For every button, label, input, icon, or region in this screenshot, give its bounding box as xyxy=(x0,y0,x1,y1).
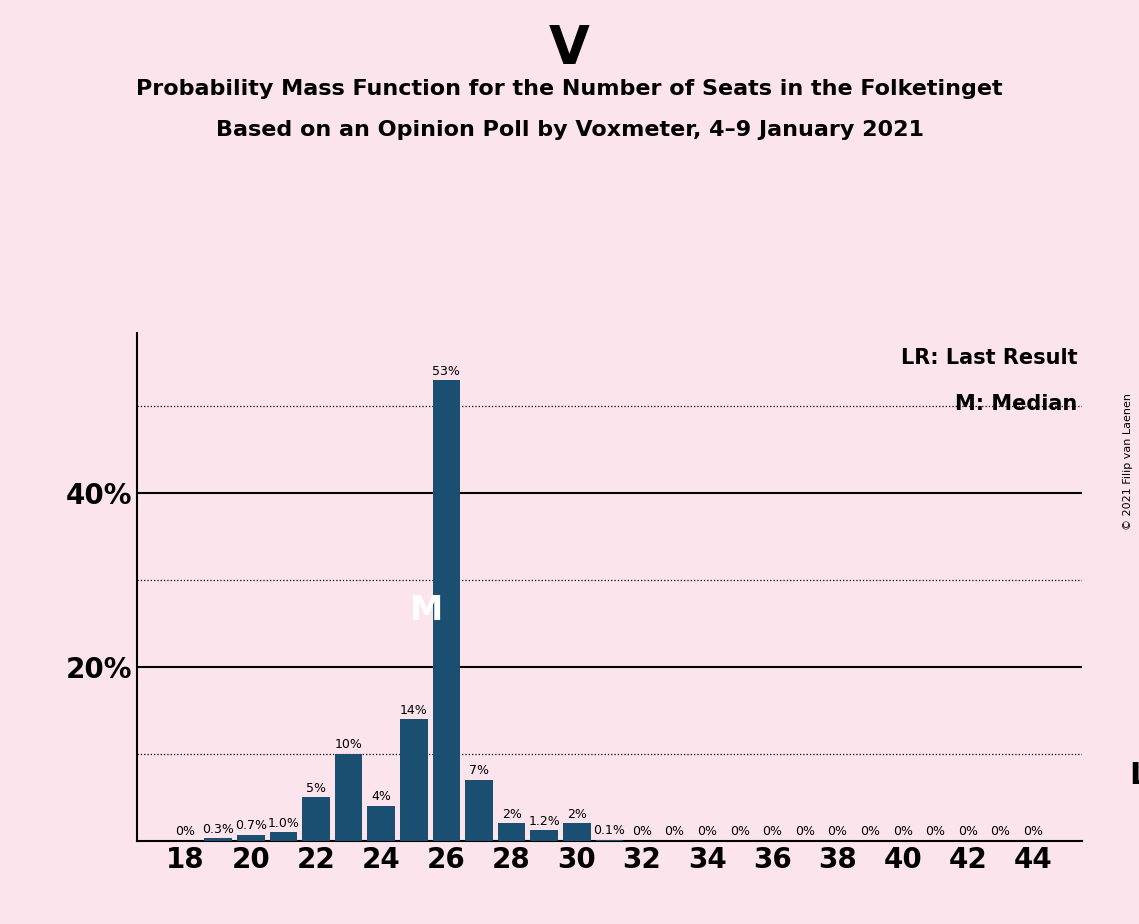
Bar xyxy=(498,823,525,841)
Bar xyxy=(237,834,264,841)
Bar xyxy=(465,780,493,841)
Text: 53%: 53% xyxy=(433,365,460,378)
Text: 0%: 0% xyxy=(697,825,718,838)
Bar xyxy=(302,797,330,841)
Text: 0%: 0% xyxy=(893,825,912,838)
Bar xyxy=(367,806,395,841)
Text: 0%: 0% xyxy=(175,825,196,838)
Text: 1.0%: 1.0% xyxy=(268,817,300,830)
Bar xyxy=(563,823,591,841)
Bar xyxy=(433,381,460,841)
Text: LR: LR xyxy=(1129,761,1139,790)
Text: LR: Last Result: LR: Last Result xyxy=(901,347,1077,368)
Text: M: Median: M: Median xyxy=(956,394,1077,414)
Text: 0%: 0% xyxy=(958,825,978,838)
Text: 0%: 0% xyxy=(925,825,945,838)
Bar xyxy=(400,719,427,841)
Text: 0.3%: 0.3% xyxy=(203,822,235,835)
Text: 5%: 5% xyxy=(306,782,326,795)
Text: V: V xyxy=(549,23,590,75)
Text: 0%: 0% xyxy=(991,825,1010,838)
Text: 0%: 0% xyxy=(632,825,652,838)
Text: 4%: 4% xyxy=(371,791,391,804)
Text: 2%: 2% xyxy=(567,808,587,821)
Text: 1.2%: 1.2% xyxy=(528,815,560,828)
Text: 0%: 0% xyxy=(1023,825,1043,838)
Text: 2%: 2% xyxy=(501,808,522,821)
Bar xyxy=(270,833,297,841)
Text: © 2021 Filip van Laenen: © 2021 Filip van Laenen xyxy=(1123,394,1133,530)
Text: Based on an Opinion Poll by Voxmeter, 4–9 January 2021: Based on an Opinion Poll by Voxmeter, 4–… xyxy=(215,120,924,140)
Text: 7%: 7% xyxy=(469,764,489,777)
Text: Probability Mass Function for the Number of Seats in the Folketinget: Probability Mass Function for the Number… xyxy=(137,79,1002,99)
Text: 14%: 14% xyxy=(400,703,427,717)
Bar xyxy=(204,838,232,841)
Text: 0%: 0% xyxy=(762,825,782,838)
Text: 0%: 0% xyxy=(795,825,816,838)
Bar xyxy=(335,754,362,841)
Text: 0.7%: 0.7% xyxy=(235,820,267,833)
Text: 0%: 0% xyxy=(828,825,847,838)
Text: 10%: 10% xyxy=(335,738,362,751)
Text: 0%: 0% xyxy=(664,825,685,838)
Text: 0%: 0% xyxy=(730,825,749,838)
Text: 0.1%: 0.1% xyxy=(593,824,625,837)
Bar xyxy=(531,831,558,841)
Text: M: M xyxy=(410,594,443,627)
Text: 0%: 0% xyxy=(860,825,880,838)
